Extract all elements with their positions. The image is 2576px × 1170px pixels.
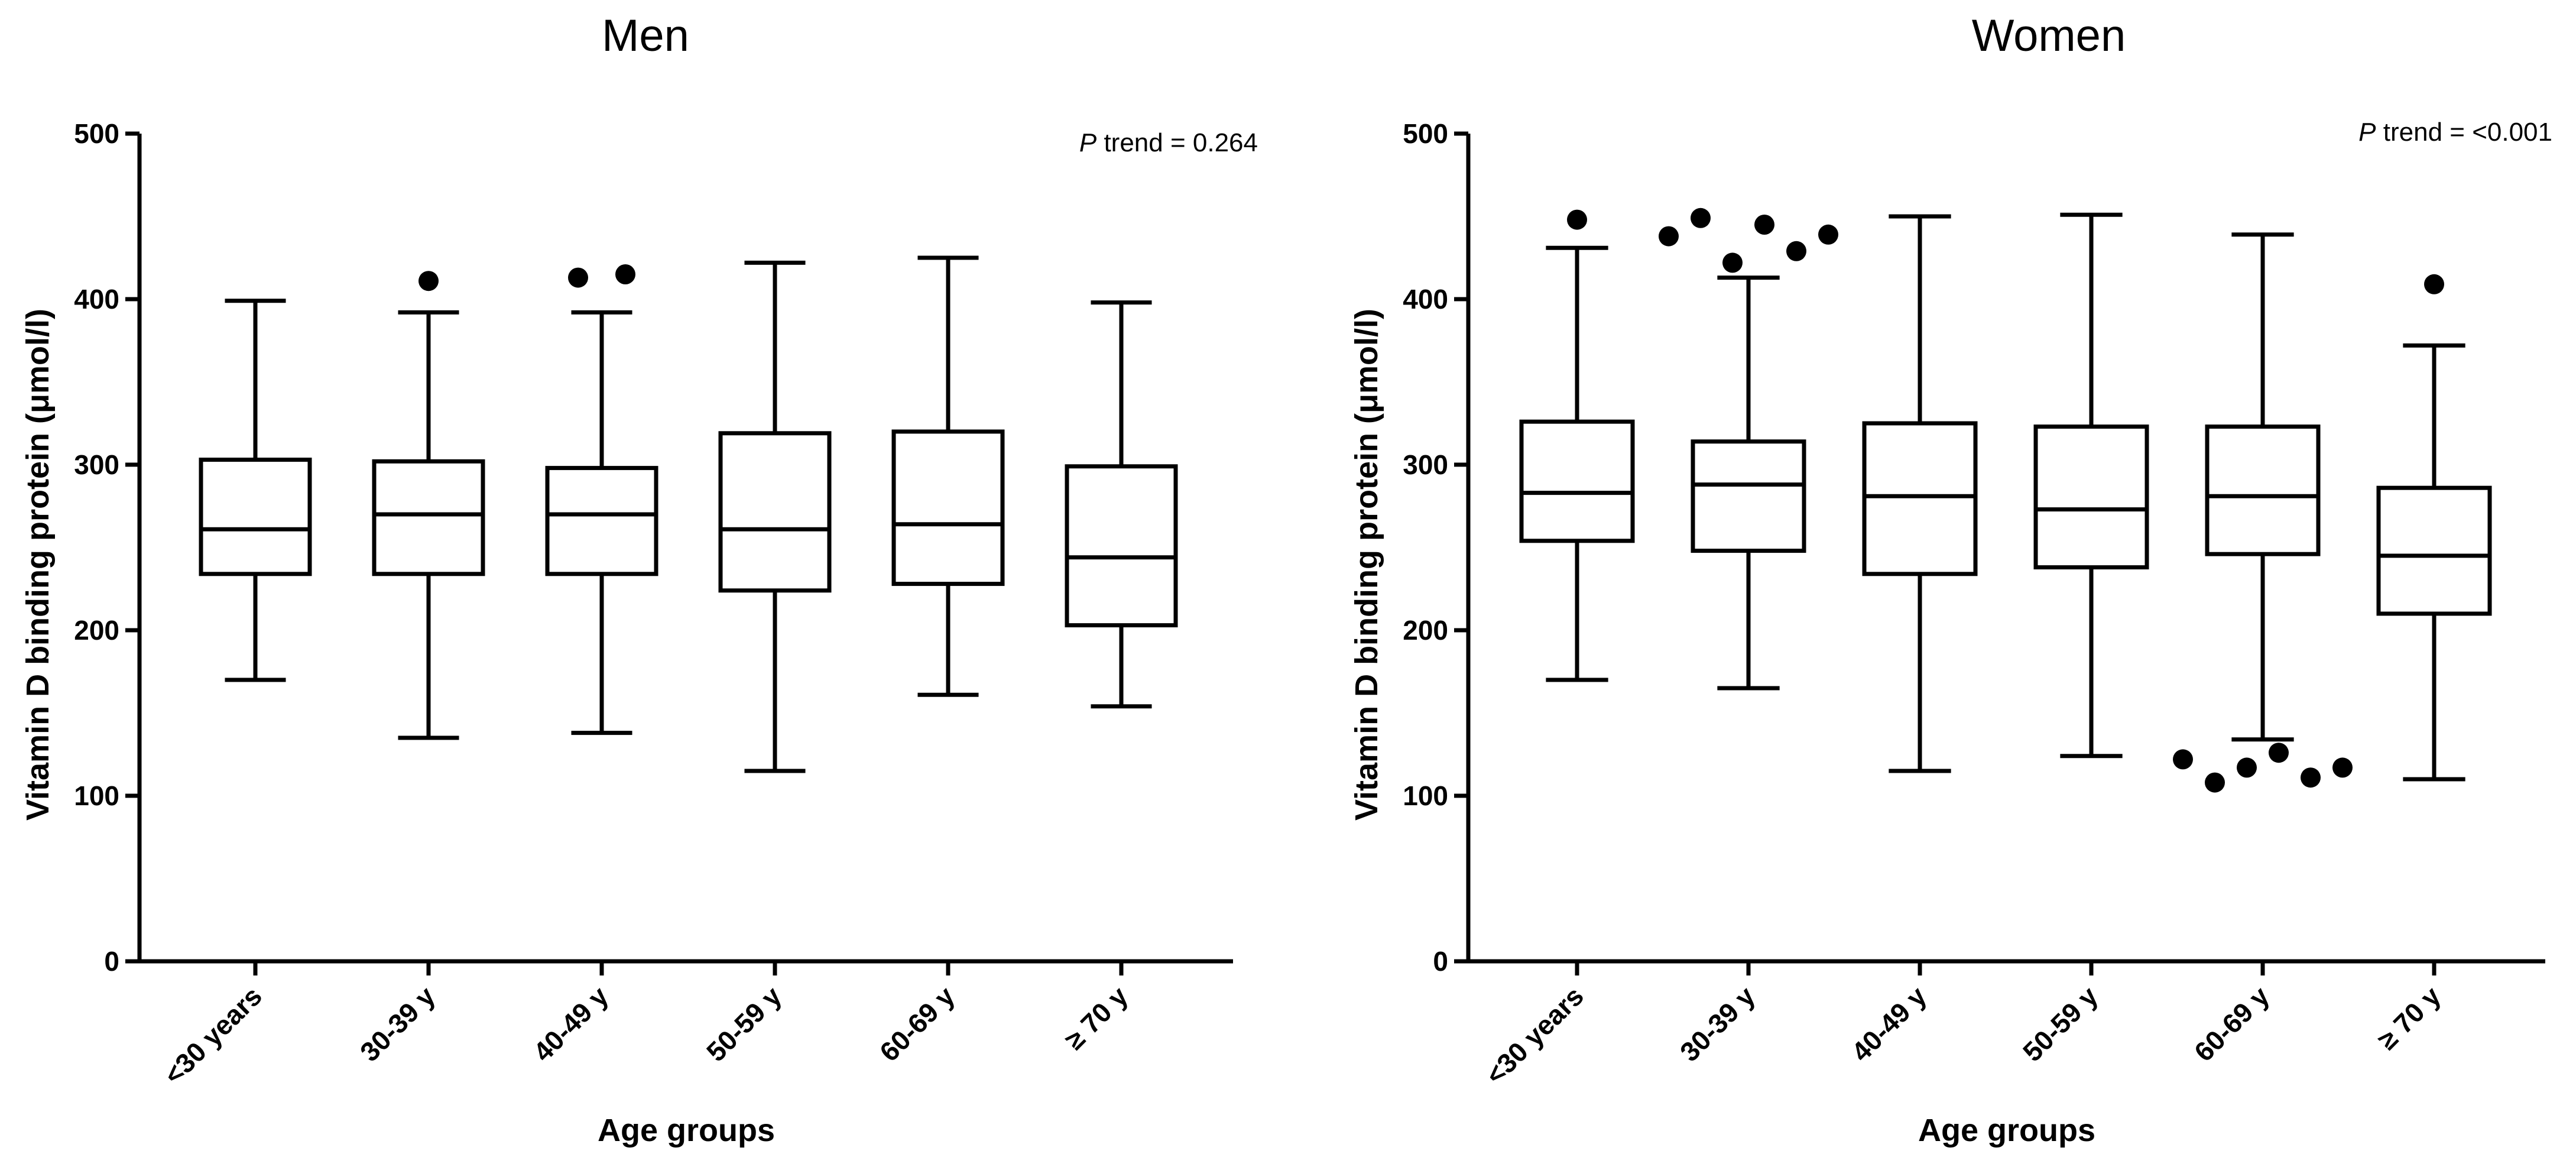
x-tick-label: <30 years (1480, 980, 1589, 1090)
x-tick-label: 40-49 y (527, 980, 614, 1067)
outlier-point (2269, 743, 2289, 763)
outlier-point (568, 267, 588, 288)
axes: 0 100 200 300 400 500 <30 years 30-39 y 40-49 y 5… (74, 118, 1233, 1090)
box-group (1862, 214, 1978, 773)
axes: 0 100 200 300 400 500 <30 years 30-39 y 40-49 y 5… (1403, 118, 2545, 1090)
outlier-point (2173, 749, 2193, 770)
y-tick-label: 300 (1403, 449, 1448, 480)
y-tick-label: 200 (74, 615, 119, 646)
x-axis-label: Age groups (598, 1113, 775, 1148)
iqr-box (2205, 424, 2321, 556)
p-trend-annotation: P trend = <0.001 (2358, 118, 2552, 147)
outlier-point (1722, 252, 1743, 273)
x-tick-label: 30-39 y (1674, 980, 1761, 1067)
outlier-point (615, 264, 635, 284)
x-tick-label: 60-69 y (874, 980, 961, 1067)
p-symbol: P (1079, 128, 1097, 157)
x-tick-label: 40-49 y (1845, 980, 1932, 1067)
outlier-point (2332, 757, 2353, 778)
chart-title: Women (1972, 11, 2126, 61)
outlier-point (2237, 757, 2257, 778)
y-tick-label: 400 (1403, 284, 1448, 315)
outlier-point (1754, 215, 1774, 235)
y-tick-label: 100 (74, 780, 119, 811)
outlier-point (2301, 767, 2321, 788)
p-trend-annotation: P trend = 0.264 (1079, 128, 1258, 157)
x-tick-label: <30 years (158, 980, 268, 1090)
y-tick-label: 500 (74, 118, 119, 149)
x-tick-label: 60-69 y (2188, 980, 2275, 1067)
x-axis-label: Age groups (1918, 1113, 2095, 1148)
iqr-box (891, 429, 1005, 586)
y-axis-label: Vitamin D binding protein (μmol/l) (20, 309, 56, 821)
box-group (891, 255, 1005, 697)
box-group (545, 264, 658, 735)
y-axis-label: Vitamin D binding protein (μmol/l) (1349, 309, 1384, 821)
plot-area (1519, 208, 2492, 793)
y-tick-label: 100 (1403, 780, 1448, 811)
y-tick-label: 200 (1403, 615, 1448, 646)
p-trend-value: trend = 0.264 (1096, 128, 1258, 157)
box-group (372, 271, 485, 740)
p-trend-value: trend = <0.001 (2376, 118, 2552, 147)
y-tick-label: 400 (74, 284, 119, 315)
box-group (2033, 212, 2149, 759)
outlier-point (2424, 274, 2444, 294)
box-group (2376, 274, 2492, 782)
iqr-box (1691, 439, 1806, 553)
iqr-box (2376, 485, 2492, 616)
outlier-point (1691, 208, 1711, 228)
iqr-box (199, 458, 312, 576)
y-tick-label: 0 (1433, 946, 1448, 977)
iqr-box (372, 459, 485, 576)
chart-title: Men (602, 11, 689, 61)
women-boxplot-panel: Women Vitamin D binding protein (μmol/l)… (1349, 11, 2552, 1148)
outlier-point (418, 271, 439, 291)
plot-area (199, 255, 1178, 773)
iqr-box (2033, 424, 2149, 570)
outlier-point (1567, 209, 1587, 230)
x-tick-label: 30-39 y (354, 980, 441, 1067)
x-tick-label: ≥ 70 y (2371, 980, 2447, 1055)
box-group (2173, 232, 2353, 793)
y-tick-label: 300 (74, 449, 119, 480)
box-group (199, 299, 312, 682)
iqr-box (1862, 421, 1978, 576)
y-tick-label: 500 (1403, 118, 1448, 149)
x-tick-label: 50-59 y (2017, 980, 2104, 1067)
y-tick-label: 0 (104, 946, 119, 977)
outlier-point (1786, 241, 1806, 261)
p-symbol: P (2358, 118, 2376, 147)
outlier-point (1818, 224, 1838, 245)
x-tick-label: ≥ 70 y (1059, 980, 1134, 1055)
iqr-box (1519, 419, 1635, 543)
x-tick-label: 50-59 y (700, 980, 787, 1067)
outlier-point (2205, 772, 2225, 793)
iqr-box (718, 431, 832, 593)
box-group (1659, 208, 1838, 691)
iqr-box (1065, 464, 1178, 628)
box-group (1065, 300, 1178, 709)
iqr-box (545, 466, 658, 576)
outlier-point (1659, 226, 1679, 247)
box-group (1519, 209, 1635, 682)
men-boxplot-panel: Men Vitamin D binding protein (μmol/l) A… (20, 11, 1258, 1148)
box-group (718, 260, 832, 773)
